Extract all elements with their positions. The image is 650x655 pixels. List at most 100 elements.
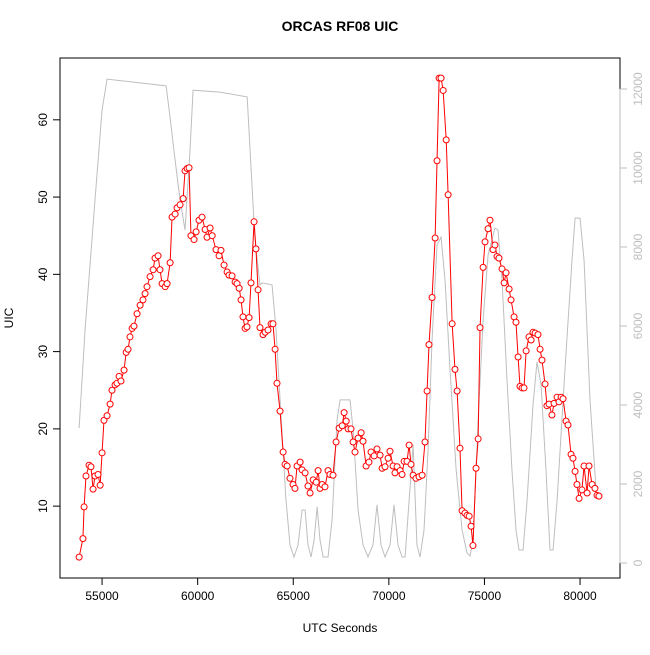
data-point (340, 409, 348, 417)
x-tick-label: 65000 (277, 589, 311, 603)
x-tick-label: 55000 (85, 589, 119, 603)
data-point (507, 296, 515, 304)
data-point (156, 266, 164, 274)
data-point (247, 279, 255, 287)
data-point (407, 460, 415, 468)
data-point (405, 441, 413, 449)
data-point (103, 412, 111, 420)
data-point (444, 191, 452, 199)
x-axis-label: UTC Seconds (303, 621, 378, 635)
data-point (271, 345, 279, 353)
data-point (126, 333, 134, 341)
data-point (381, 463, 389, 471)
data-point (279, 448, 287, 456)
data-point (136, 301, 144, 309)
data-point (329, 471, 337, 479)
data-point (512, 318, 520, 326)
data-point (476, 324, 484, 332)
data-point (332, 438, 340, 446)
data-point (465, 512, 473, 520)
y2-tick-label: 0 (631, 559, 645, 566)
data-point (583, 489, 591, 497)
data-point (75, 553, 83, 561)
y2-tick-label: 4000 (631, 391, 645, 418)
data-point (500, 279, 508, 287)
data-point (451, 365, 459, 373)
data-point (456, 444, 464, 452)
data-point (595, 492, 603, 500)
data-point (217, 246, 225, 254)
y-tick-label: 50 (36, 190, 50, 204)
data-point (283, 462, 291, 470)
data-point (398, 470, 406, 478)
data-point (235, 284, 243, 292)
plot-frame (59, 57, 621, 579)
data-point (291, 484, 299, 492)
data-point (143, 283, 151, 291)
data-point (139, 296, 147, 304)
data-point (254, 286, 262, 294)
y2-tick-label: 12000 (631, 72, 645, 106)
data-point (273, 379, 281, 387)
data-point (491, 241, 499, 249)
data-point (538, 356, 546, 364)
data-point (108, 386, 116, 394)
data-point (96, 481, 104, 489)
y2-tick-label: 10000 (631, 151, 645, 185)
y-tick-label: 30 (36, 345, 50, 359)
data-point (575, 494, 583, 502)
data-point (569, 454, 577, 462)
data-point (120, 366, 128, 374)
data-point (252, 245, 260, 253)
data-point (502, 269, 510, 277)
data-point (312, 478, 320, 486)
data-point (423, 387, 431, 395)
data-point (80, 503, 88, 511)
data-point (269, 320, 277, 328)
x-tick-label: 70000 (372, 589, 406, 603)
data-point (564, 421, 572, 429)
data-point (87, 463, 95, 471)
data-point (536, 345, 544, 353)
data-point (514, 353, 522, 361)
y-axis-label: UIC (2, 307, 16, 328)
data-point (573, 481, 581, 489)
data-point (469, 542, 477, 550)
data-point (481, 238, 489, 246)
data-point (437, 74, 445, 82)
data-point (124, 345, 132, 353)
data-point (117, 377, 125, 385)
data-point (359, 437, 367, 445)
data-point (479, 263, 487, 271)
data-point (237, 296, 245, 304)
data-point (79, 535, 87, 543)
series-line (78, 77, 600, 558)
data-point (94, 470, 102, 478)
x-tick-label: 60000 (181, 589, 215, 603)
data-point (190, 236, 198, 244)
data-point (527, 336, 535, 344)
data-point (208, 232, 216, 240)
y2-tick-label: 2000 (631, 470, 645, 497)
data-point (314, 467, 322, 475)
data-point (370, 452, 378, 460)
y-tick-label: 10 (36, 499, 50, 513)
data-point (243, 323, 251, 331)
data-point (384, 454, 392, 462)
data-point (472, 464, 480, 472)
data-point (176, 201, 184, 209)
data-point (264, 326, 272, 334)
data-point (82, 472, 90, 480)
data-point (421, 438, 429, 446)
data-point (365, 458, 373, 466)
y2-tick-label: 6000 (631, 312, 645, 339)
y-tick-label: 40 (36, 267, 50, 281)
data-point (559, 395, 567, 403)
data-point (448, 320, 456, 328)
data-point (347, 425, 355, 433)
data-point (428, 294, 436, 302)
data-point (220, 261, 228, 269)
x-tick-label: 75000 (468, 589, 502, 603)
data-point (571, 467, 579, 475)
